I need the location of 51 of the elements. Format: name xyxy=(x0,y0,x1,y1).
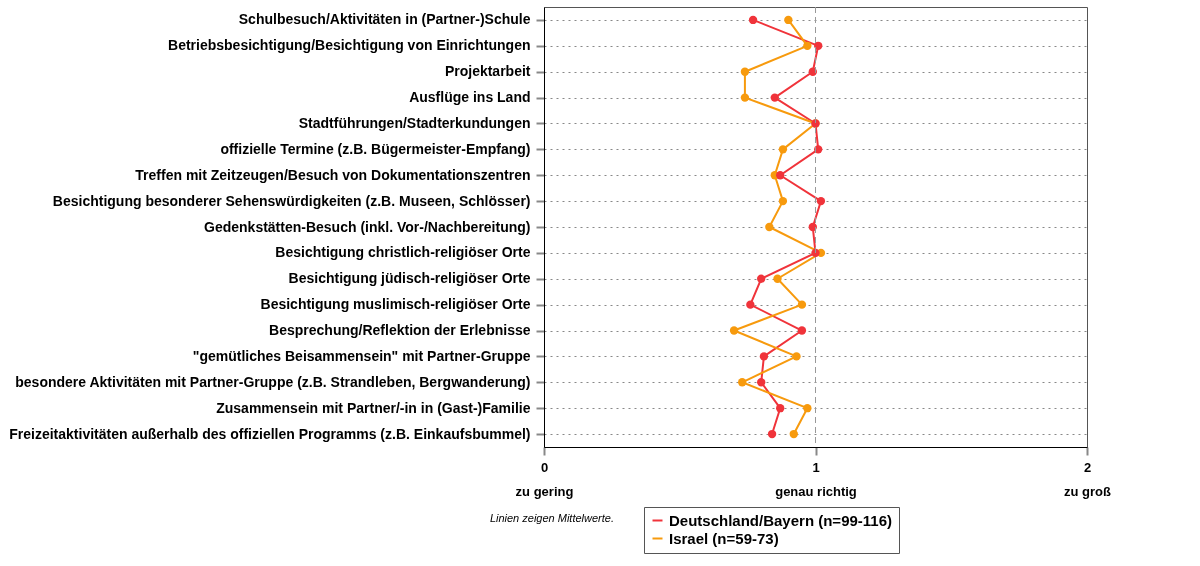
point xyxy=(792,352,801,361)
y-tick-label: Betriebsbesichtigung/Besichtigung von Einrichtungen xyxy=(168,37,531,54)
y-tick-label: Schulbesuch/Aktivitäten in (Partner-)Schule xyxy=(238,11,531,28)
point xyxy=(757,378,766,387)
point xyxy=(746,300,755,309)
y-tick-label: Besichtigung besonderer Sehenswürdigkeiten (z.B. Museen, Schlösser) xyxy=(52,192,531,209)
point xyxy=(759,352,769,361)
point xyxy=(778,145,788,154)
y-tick-label: Freizeitaktivitäten außerhalb des offiziellen Programms (z.B. Einkaufsbummel) xyxy=(9,425,531,442)
point xyxy=(776,171,785,180)
point xyxy=(803,41,812,50)
y-tick-label: Treffen mit Zeitzeugen/Besuch von Dokumentationszentren xyxy=(135,166,531,183)
point xyxy=(816,196,826,206)
y-tick-label: "gemütliches Beisammensein" mit Partner-Gruppe xyxy=(192,347,531,364)
point xyxy=(748,15,758,25)
x-tick-label: 2 zu groß xyxy=(1064,459,1112,499)
point xyxy=(729,326,739,335)
x-tick-label: 0 zu gering xyxy=(515,459,574,499)
point xyxy=(776,404,785,413)
point xyxy=(767,429,777,439)
point xyxy=(740,67,750,76)
point xyxy=(808,222,817,232)
text: Linien zeigen Mittelwerte. xyxy=(489,512,614,524)
point xyxy=(814,41,823,50)
y-tick-label: Besprechung/Reflektion der Erlebnisse xyxy=(269,322,531,339)
point xyxy=(778,196,788,206)
y-tick-label: Ausflüge ins Land xyxy=(409,89,531,106)
point xyxy=(789,429,798,439)
y-tick-label: Besichtigung jüdisch-religiöser Orte xyxy=(288,270,531,287)
y-tick-label: offizielle Termine (z.B. Bügermeister-Empfang) xyxy=(220,140,531,157)
point xyxy=(740,93,750,102)
point xyxy=(803,404,812,413)
point xyxy=(811,248,820,258)
point xyxy=(765,222,774,232)
point xyxy=(770,93,779,102)
y-tick-label: Besichtigung christlich-religiöser Orte xyxy=(275,244,531,261)
y-tick-label: Zusammensein mit Partner/-in in (Gast-)Familie xyxy=(216,399,531,416)
point xyxy=(797,300,807,309)
point xyxy=(738,378,747,387)
y-tick-label: Besichtigung muslimisch-religiöser Orte xyxy=(260,296,531,313)
y-tick-label: Gedenkstätten-Besuch (inkl. Vor-/Nachbereitung) xyxy=(204,218,531,235)
legend-label: Deutschland/Bayern (n=99-116) xyxy=(669,511,893,529)
x-tick-label: 1 genau richtig xyxy=(775,459,857,499)
y-tick-label: besondere Aktivitäten mit Partner-Gruppe (z.B. Strandleben, Bergwanderung) xyxy=(15,373,531,390)
point xyxy=(797,326,807,335)
y-tick-label: Projektarbeit xyxy=(444,63,531,80)
legend-label: Israel (n=59-73) xyxy=(669,529,779,547)
point xyxy=(757,274,766,283)
point xyxy=(773,274,782,283)
y-tick-label: Stadtführungen/Stadterkundungen xyxy=(298,114,531,131)
point xyxy=(784,15,793,25)
